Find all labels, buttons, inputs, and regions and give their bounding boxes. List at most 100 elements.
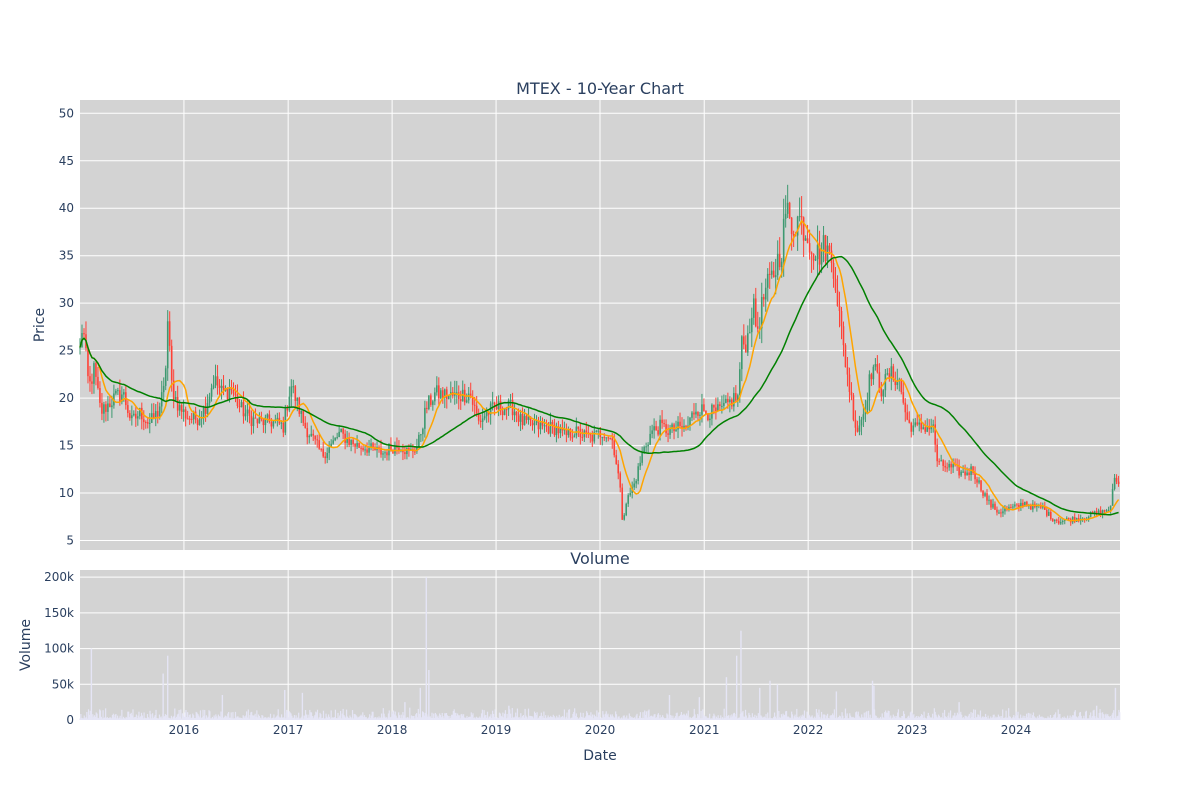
volume-bar <box>175 716 178 720</box>
volume-bar <box>902 716 904 720</box>
volume-bar <box>983 717 985 720</box>
volume-bar <box>605 711 607 720</box>
x-tick-label: 2018 <box>377 723 408 737</box>
candle-body <box>1087 516 1090 519</box>
candle-body <box>360 447 362 449</box>
volume-bar <box>1082 718 1084 720</box>
candle-body <box>139 407 141 417</box>
volume-bar <box>865 712 867 720</box>
volume-bar <box>609 717 611 720</box>
volume-bar <box>830 715 832 720</box>
volume-bar <box>281 717 284 720</box>
volume-bar <box>316 709 319 720</box>
volume-bar <box>855 712 857 720</box>
volume-bar <box>146 714 149 720</box>
price-y-tick-label: 10 <box>59 486 74 500</box>
volume-bar <box>812 717 814 720</box>
volume-bar <box>272 717 274 720</box>
candle-body <box>838 305 841 311</box>
volume-bar <box>1067 715 1069 720</box>
moving-average-short-line <box>79 219 1120 522</box>
volume-bar <box>403 715 405 720</box>
volume-bar <box>672 715 674 720</box>
volume-bar <box>875 715 877 720</box>
volume-bar <box>828 718 830 720</box>
volume-bar <box>514 716 516 720</box>
candle-body <box>262 419 265 426</box>
volume-bar <box>524 708 526 720</box>
volume-bar <box>146 718 148 720</box>
volume-bar <box>538 717 540 720</box>
volume-bar <box>907 716 909 720</box>
volume-bar <box>369 718 372 720</box>
volume-bar <box>140 712 143 720</box>
candle-body <box>615 455 618 465</box>
volume-bar <box>162 673 164 720</box>
candle-body <box>743 336 745 345</box>
candle-body <box>545 425 548 427</box>
candle-body <box>659 419 661 435</box>
volume-bar <box>612 716 614 720</box>
volume-bar <box>800 715 802 720</box>
volume-bar <box>199 717 201 720</box>
volume-bar <box>1102 712 1104 720</box>
candle-body <box>1020 502 1022 508</box>
volume-bar <box>649 717 651 720</box>
volume-bar <box>707 717 709 720</box>
volume-bar <box>136 718 138 720</box>
candle-body <box>416 446 418 452</box>
volume-bar <box>871 680 874 720</box>
candle-body <box>107 403 109 412</box>
candle-body <box>290 386 293 397</box>
volume-bar <box>994 718 996 720</box>
volume-bar <box>908 715 910 720</box>
volume-bar <box>1054 714 1056 720</box>
volume-bar <box>225 716 227 720</box>
volume-bar <box>543 711 545 720</box>
volume-bar <box>263 718 265 720</box>
volume-bar <box>409 707 411 720</box>
candle-body <box>854 419 857 428</box>
candle-body <box>414 451 416 453</box>
volume-bar <box>948 712 950 720</box>
volume-bar <box>556 717 559 720</box>
volume-bar <box>215 714 217 720</box>
candle-body <box>1099 510 1102 516</box>
volume-bar <box>1027 712 1029 720</box>
candle-body <box>258 417 261 424</box>
volume-bar <box>852 716 854 720</box>
volume-bar <box>660 718 662 720</box>
volume-bar <box>1062 718 1064 720</box>
volume-bar <box>371 711 373 720</box>
volume-bar <box>511 708 513 720</box>
candle-body <box>390 444 392 451</box>
candle-body <box>471 396 474 405</box>
candle-body <box>154 411 157 419</box>
volume-bar <box>171 718 173 720</box>
volume-bar <box>822 714 824 720</box>
candle-body <box>133 413 135 416</box>
volume-bar <box>208 710 210 720</box>
volume-bar <box>127 711 129 720</box>
volume-bar <box>855 711 858 720</box>
volume-bar <box>711 718 713 720</box>
volume-bar <box>670 715 672 720</box>
volume-bar <box>840 718 842 720</box>
volume-bar <box>485 714 487 720</box>
candle-body <box>645 446 647 448</box>
volume-bar <box>521 717 523 720</box>
price-candles <box>79 184 1120 526</box>
volume-bar <box>1021 717 1023 720</box>
volume-y-tick-label: 100k <box>44 642 74 656</box>
volume-bar <box>260 718 262 720</box>
candle-body <box>226 388 229 400</box>
candle-body <box>782 218 785 262</box>
volume-bar <box>467 717 469 720</box>
volume-bar <box>407 717 409 720</box>
volume-bar <box>558 714 560 720</box>
volume-bar <box>486 717 488 720</box>
candle-body <box>924 427 927 432</box>
volume-bar <box>621 717 623 720</box>
volume-bar <box>475 716 478 720</box>
volume-bar <box>820 718 822 720</box>
